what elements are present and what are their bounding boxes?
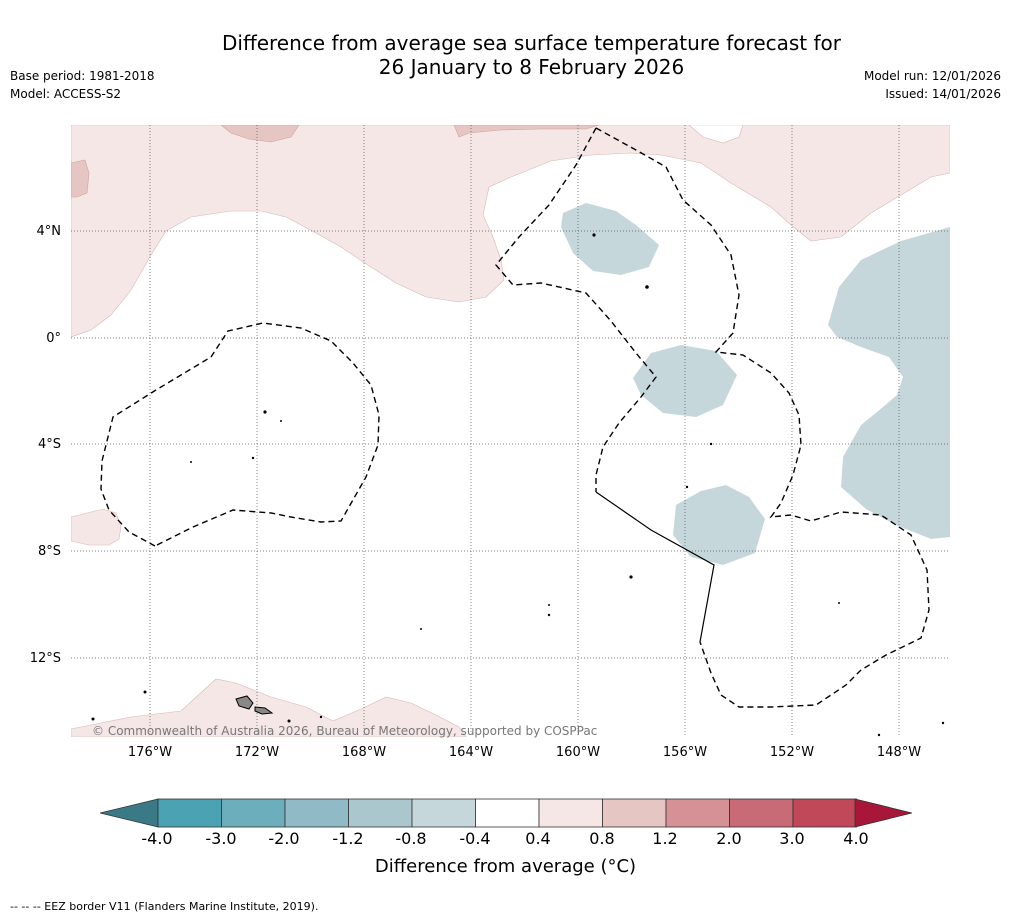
island xyxy=(838,602,840,604)
sst-anomaly-map xyxy=(71,125,950,737)
model-name: Model: ACCESS-S2 xyxy=(10,87,122,101)
meta-left: Base period: 1981-2018 Model: ACCESS-S2 xyxy=(10,67,155,103)
colorbar-tick: -3.0 xyxy=(205,829,237,848)
island xyxy=(941,721,945,725)
boundary-segment xyxy=(595,491,715,643)
colorbar-tick: 0.8 xyxy=(589,829,615,848)
island xyxy=(629,575,633,579)
warm-anomaly-strong xyxy=(71,125,600,198)
cool-anomaly-regions xyxy=(561,203,950,565)
lon-label-148w: 148°W xyxy=(876,745,922,760)
meta-right: Model run: 12/01/2026 Issued: 14/01/2026 xyxy=(864,67,1001,103)
colorbar-above-triangle xyxy=(854,798,912,828)
colorbar-tick: 1.2 xyxy=(652,829,678,848)
eez-north-west-edge xyxy=(495,127,657,492)
eez-north xyxy=(595,127,930,708)
island xyxy=(548,604,550,606)
neutral-cutouts xyxy=(688,125,744,144)
colorbar-bin xyxy=(284,798,349,828)
lon-label-176w: 176°W xyxy=(127,745,173,760)
lat-label-equator: 0° xyxy=(46,331,61,346)
base-period: Base period: 1981-2018 xyxy=(10,69,155,83)
island xyxy=(877,733,881,737)
map-canvas xyxy=(71,125,950,737)
colorbar-bin xyxy=(602,798,667,828)
lon-label-156w: 156°W xyxy=(662,745,708,760)
cool-region-east xyxy=(828,227,950,539)
island xyxy=(420,628,422,630)
colorbar-tick: -0.8 xyxy=(395,829,427,848)
cool-region-north xyxy=(561,203,659,275)
colorbar-tick: -2.0 xyxy=(268,829,300,848)
island-savaii xyxy=(235,695,254,710)
colorbar-bin xyxy=(348,798,413,828)
issued-date: Issued: 14/01/2026 xyxy=(885,87,1001,101)
warm-strong-2 xyxy=(453,125,600,138)
colorbar-tick: 2.0 xyxy=(716,829,742,848)
island xyxy=(91,717,95,721)
lat-label-4n: 4°N xyxy=(36,224,62,239)
island xyxy=(709,442,713,446)
island xyxy=(143,690,147,694)
title-line-2: 26 January to 8 February 2026 xyxy=(378,55,685,79)
warm-region-west xyxy=(71,508,122,546)
colorbar-bin xyxy=(538,798,603,828)
island xyxy=(287,719,291,723)
lat-label-8s: 8°S xyxy=(37,544,61,559)
colorbar-tick: -1.2 xyxy=(332,829,364,848)
boundary-line xyxy=(595,491,715,643)
island xyxy=(592,233,596,237)
colorbar-tick: 0.4 xyxy=(525,829,551,848)
colorbar-label: Difference from average (°C) xyxy=(374,856,637,877)
island xyxy=(547,613,551,617)
lon-label-164w: 164°W xyxy=(448,745,494,760)
warm-anomaly-regions xyxy=(71,125,950,737)
graticule xyxy=(71,125,950,737)
island xyxy=(251,456,255,460)
colorbar-bin xyxy=(792,798,857,828)
island xyxy=(280,420,282,422)
title-line-1: Difference from average sea surface temp… xyxy=(221,31,841,55)
colorbar-tick: 4.0 xyxy=(843,829,869,848)
lat-label-4s: 4°S xyxy=(37,437,61,452)
eez-west xyxy=(100,322,380,547)
colorbar-bin xyxy=(411,798,476,828)
warm-strong-1 xyxy=(220,125,300,143)
lon-label-168w: 168°W xyxy=(341,745,387,760)
warm-region-south xyxy=(71,678,467,737)
island xyxy=(319,715,323,719)
colorbar-below-triangle xyxy=(100,798,159,828)
islands xyxy=(91,233,945,737)
lon-label-152w: 152°W xyxy=(769,745,815,760)
cool-region-south xyxy=(673,485,765,565)
map-title: Difference from average sea surface temp… xyxy=(0,31,1011,79)
colorbar-bin xyxy=(221,798,286,828)
eez-footnote: -- -- -- EEZ border V11 (Flanders Marine… xyxy=(10,900,319,913)
lon-label-160w: 160°W xyxy=(555,745,601,760)
colorbar-tick: -0.4 xyxy=(459,829,491,848)
colorbar-bin xyxy=(729,798,794,828)
colorbar-bin xyxy=(475,798,540,828)
warm-region-northwest xyxy=(71,125,950,338)
island xyxy=(645,285,649,289)
eez-borders xyxy=(100,127,930,708)
colorbar-bins xyxy=(157,798,857,828)
island xyxy=(685,485,689,489)
lat-label-12s: 12°S xyxy=(29,651,61,666)
warm-strong-3 xyxy=(71,159,90,198)
island-upolu xyxy=(254,706,274,715)
colorbar-tick: -4.0 xyxy=(141,829,173,848)
samoa-islands xyxy=(235,695,274,715)
colorbar-bin xyxy=(665,798,730,828)
island xyxy=(190,461,192,463)
colorbar-bin xyxy=(157,798,222,828)
lon-label-172w: 172°W xyxy=(234,745,280,760)
copyright-notice: © Commonwealth of Australia 2026, Bureau… xyxy=(92,724,598,738)
colorbar xyxy=(100,798,912,828)
colorbar-tick: 3.0 xyxy=(779,829,805,848)
island xyxy=(263,410,267,414)
model-run: Model run: 12/01/2026 xyxy=(863,69,1001,83)
neutral-cutout-1 xyxy=(688,125,744,144)
